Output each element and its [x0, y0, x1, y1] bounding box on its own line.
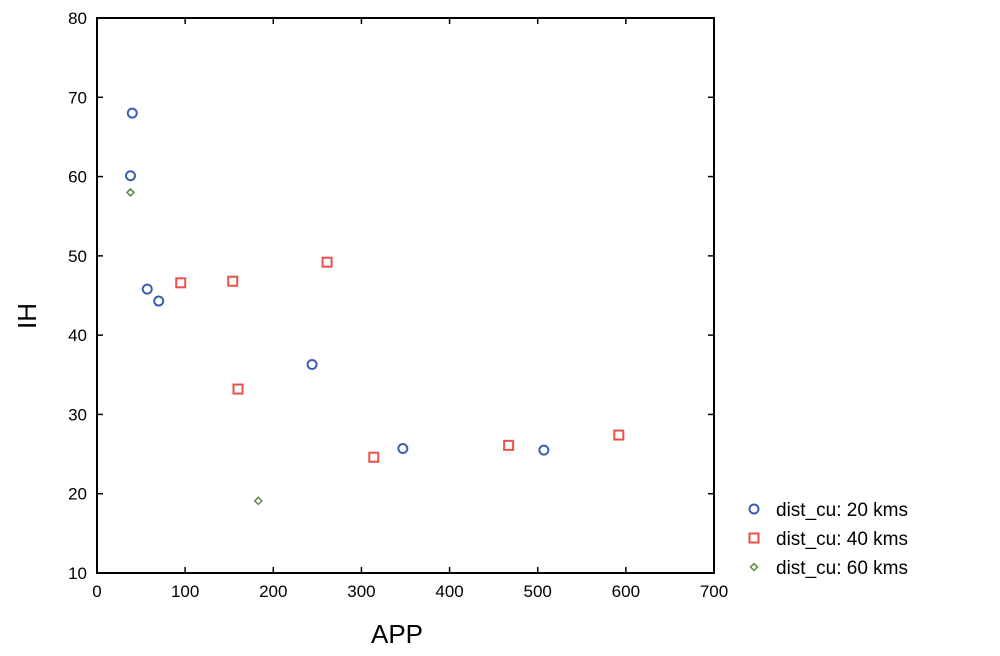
- data-point-series-2: [503, 439, 515, 451]
- y-axis-title: IH: [12, 303, 42, 329]
- x-tick-label: 0: [92, 582, 101, 601]
- data-point-series-1: [306, 358, 318, 370]
- data-points: [124, 107, 625, 506]
- x-tick-label: 400: [435, 582, 463, 601]
- data-point-series-1: [141, 283, 153, 295]
- data-point-series-1: [153, 295, 165, 307]
- x-tick-label: 500: [524, 582, 552, 601]
- x-axis-title: APP: [371, 619, 423, 649]
- y-tick-label: 40: [68, 326, 87, 345]
- x-tick-label: 100: [171, 582, 199, 601]
- data-point-series-2: [368, 451, 380, 463]
- data-point-series-1: [124, 170, 136, 182]
- y-tick-label: 30: [68, 405, 87, 424]
- y-axis: 10 20 30 40 50 60 70 80: [68, 9, 714, 583]
- y-tick-label: 60: [68, 168, 87, 187]
- y-tick-label: 10: [68, 564, 87, 583]
- x-tick-label: 700: [700, 582, 728, 601]
- legend-label-series-2: dist_cu: 40 kms: [776, 529, 908, 550]
- data-point-series-1: [538, 444, 550, 456]
- data-point-series-2: [227, 275, 239, 287]
- data-point-series-2: [321, 256, 333, 268]
- x-tick-label: 200: [259, 582, 287, 601]
- x-tick-label: 600: [612, 582, 640, 601]
- data-point-series-2: [613, 429, 625, 441]
- legend-marker-series-2: [748, 532, 760, 544]
- data-point-series-3: [253, 496, 263, 506]
- x-axis: 0 100 200 300 400 500 600 700: [92, 18, 728, 601]
- legend-label-series-3: dist_cu: 60 kms: [776, 558, 908, 579]
- plot-frame: [96, 17, 715, 574]
- data-point-series-3: [125, 187, 136, 197]
- legend-marker-series-1: [748, 503, 760, 515]
- data-point-series-1: [397, 443, 409, 455]
- y-tick-label: 80: [68, 9, 87, 28]
- legend-label-series-1: dist_cu: 20 kms: [776, 500, 908, 521]
- y-tick-label: 20: [68, 485, 87, 504]
- x-tick-label: 300: [347, 582, 375, 601]
- legend: dist_cu: 20 kms dist_cu: 40 kms dist_cu: 6…: [748, 500, 908, 579]
- data-point-series-2: [232, 383, 244, 395]
- legend-marker-series-3: [749, 562, 759, 572]
- data-point-series-1: [126, 107, 138, 119]
- y-tick-label: 50: [68, 247, 87, 266]
- y-tick-label: 70: [68, 88, 87, 107]
- data-point-series-2: [175, 277, 187, 289]
